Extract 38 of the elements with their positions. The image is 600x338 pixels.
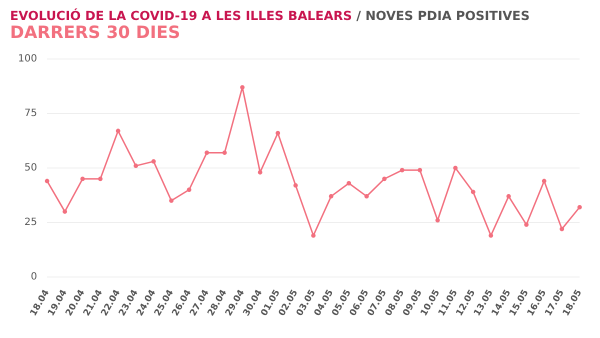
point bbox=[470, 190, 476, 194]
point bbox=[240, 85, 245, 90]
point bbox=[400, 168, 404, 172]
point bbox=[222, 150, 227, 155]
chart-subtitle: DARRERS 30 DIES bbox=[10, 23, 182, 43]
y-tick-label: 50 bbox=[24, 162, 38, 174]
point bbox=[186, 188, 192, 192]
point bbox=[346, 180, 352, 186]
point bbox=[151, 159, 156, 164]
point bbox=[98, 176, 103, 182]
point bbox=[506, 194, 511, 199]
chart-title: EVOLUCIÓ DE LA COVID-19 A LES ILLES BALEARS / NOVES PDIA POSITIVES bbox=[10, 8, 530, 23]
point bbox=[293, 183, 298, 188]
point bbox=[524, 222, 529, 227]
point bbox=[258, 170, 262, 175]
point bbox=[364, 194, 369, 199]
y-tick-label: 75 bbox=[24, 108, 38, 120]
point bbox=[328, 194, 334, 199]
point bbox=[560, 226, 564, 232]
y-tick-label: 25 bbox=[24, 217, 38, 228]
point bbox=[418, 168, 422, 172]
point bbox=[453, 166, 458, 170]
point bbox=[116, 128, 120, 134]
y-tick-label: 0 bbox=[30, 272, 38, 283]
point bbox=[542, 178, 546, 184]
point bbox=[169, 198, 174, 203]
point bbox=[577, 204, 582, 210]
point bbox=[80, 176, 85, 182]
point bbox=[382, 176, 387, 182]
point bbox=[44, 178, 50, 184]
point bbox=[276, 130, 280, 136]
y-tick-label: 100 bbox=[18, 54, 38, 65]
point bbox=[488, 233, 494, 238]
point bbox=[435, 218, 440, 223]
point bbox=[62, 209, 68, 214]
point bbox=[134, 164, 138, 168]
point bbox=[204, 150, 210, 155]
point bbox=[311, 233, 316, 238]
